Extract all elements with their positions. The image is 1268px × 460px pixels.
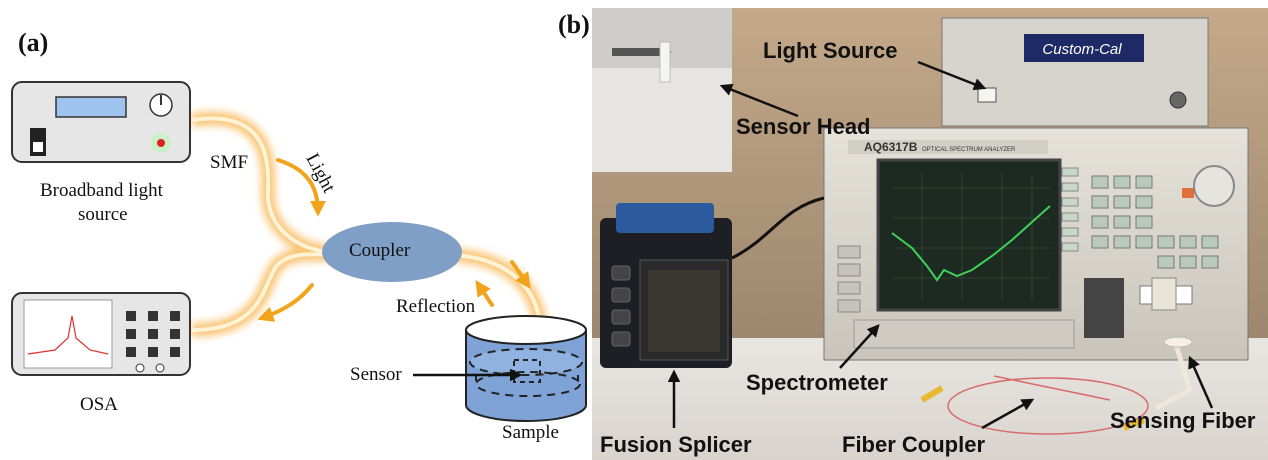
svg-text:Custom-Cal: Custom-Cal	[1042, 41, 1122, 58]
coupler-shape	[322, 222, 462, 282]
fiber-coupler-assembly	[920, 375, 1149, 435]
sensor-head-inset	[592, 8, 732, 172]
photo-illustration: Custom-Cal AQ6317B OPTICAL SPECTRUM ANAL…	[592, 8, 1268, 460]
reflection-label: Reflection	[396, 296, 476, 317]
svg-text:OPTICAL SPECTRUM ANALYZER: OPTICAL SPECTRUM ANALYZER	[922, 147, 1016, 153]
fiber-coupler-label: Fiber Coupler	[842, 432, 986, 457]
broadband-source-device	[11, 81, 191, 163]
sensing-fiber-label: Sensing Fiber	[1110, 408, 1256, 433]
fusion-splicer-device	[600, 196, 825, 368]
osa-label: OSA	[80, 394, 119, 415]
broadband-label-line2: source	[78, 204, 128, 225]
osa-spectrum-trace	[891, 205, 1051, 282]
sample-container	[465, 315, 587, 422]
panel-a-label: (a)	[18, 28, 49, 57]
light-direction-arrows	[257, 158, 531, 322]
fusion-splicer-label: Fusion Splicer	[600, 432, 752, 457]
panel-b-label: (b)	[558, 10, 590, 39]
photo-pointer-arrows	[667, 60, 1214, 430]
sensor-head-label: Sensor Head	[736, 114, 871, 139]
broadband-label-line1: Broadband light	[40, 180, 163, 201]
sensing-fiber-stand	[1154, 336, 1193, 411]
smf-label: SMF	[210, 152, 249, 173]
osa-device	[11, 292, 191, 376]
sample-label: Sample	[502, 422, 559, 443]
panel-a-schematic	[11, 81, 587, 422]
light-source-label: Light Source	[763, 38, 898, 63]
osa-instrument: AQ6317B OPTICAL SPECTRUM ANALYZER	[823, 127, 1249, 361]
spectrometer-label: Spectrometer	[746, 370, 888, 395]
light-source-instrument: Custom-Cal	[941, 17, 1209, 127]
equipment-photo: Custom-Cal AQ6317B OPTICAL SPECTRUM ANAL…	[592, 8, 1268, 460]
sensor-label: Sensor	[350, 364, 402, 385]
coupler-label: Coupler	[349, 240, 411, 261]
svg-text:AQ6317B: AQ6317B	[864, 140, 918, 154]
